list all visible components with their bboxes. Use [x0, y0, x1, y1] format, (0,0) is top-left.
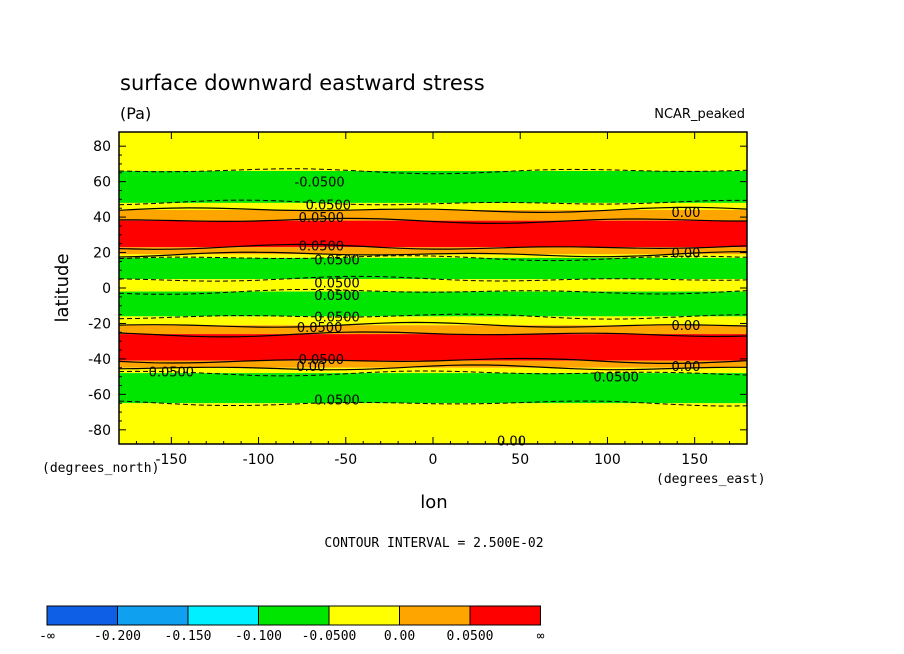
y-tick-label: -60 — [88, 387, 111, 403]
contour-band — [119, 334, 747, 361]
colorbar-swatch — [399, 605, 471, 626]
y-tick-label: 60 — [93, 175, 111, 191]
y-tick-label: -20 — [88, 316, 111, 332]
x-tick-label: 0 — [429, 452, 438, 468]
colorbar-swatch — [328, 605, 400, 626]
contour-line — [118, 331, 748, 338]
colorbar-label: 0.00 — [384, 629, 415, 644]
contour-band — [119, 210, 747, 221]
contour-line — [118, 288, 748, 295]
contour-line — [118, 364, 747, 371]
contour-label: 0.0500 — [314, 310, 360, 325]
colorbar-label: -0.0500 — [302, 629, 357, 644]
x-tick-label: 50 — [511, 452, 529, 468]
y-axis-ticks: -80 -60 -40 -20 0 20 40 60 80 — [88, 139, 747, 439]
contour-band — [119, 171, 747, 203]
contour-line — [118, 206, 748, 214]
contour-band — [119, 316, 747, 326]
x-tick-label: -50 — [334, 452, 357, 468]
contour-band — [119, 325, 747, 335]
contour-band — [119, 257, 747, 280]
contour-label: 0.0500 — [314, 277, 360, 292]
contour-line — [118, 255, 748, 262]
y-tick-label: 20 — [93, 246, 111, 262]
contour-label: 0.0500 — [314, 394, 360, 409]
contour-line — [118, 199, 747, 206]
contour-label: 0.00 — [296, 360, 325, 375]
colorbar-label: -0.200 — [94, 629, 141, 644]
x-tick-label: -100 — [243, 452, 275, 468]
colorbar-label: ∞ — [537, 629, 545, 644]
colorbar-swatch — [469, 605, 541, 626]
contour-line — [118, 313, 748, 320]
colorbar-label: -∞ — [39, 629, 55, 644]
contour-label: 0.0500 — [299, 239, 345, 254]
y-tick-label: -40 — [88, 352, 111, 368]
contour-line — [118, 321, 748, 328]
contour-line — [118, 400, 748, 407]
y-axis-label: latitude — [52, 253, 73, 322]
contour-label: 0.0500 — [314, 254, 360, 269]
contour-interval-text: CONTOUR INTERVAL = 2.500E-02 — [324, 536, 543, 551]
contour-line — [119, 217, 747, 225]
contour-label: 0.00 — [671, 206, 700, 221]
colorbar-label: 0.0500 — [447, 629, 494, 644]
colorbar-swatch — [258, 605, 330, 626]
contour-label: -0.0500 — [295, 176, 345, 191]
y-tick-label: 40 — [93, 210, 111, 226]
contour-band — [119, 279, 747, 292]
dataset-label: NCAR_peaked — [654, 107, 745, 122]
y-axis-units: (degrees_north) — [42, 461, 159, 476]
chart-units: (Pa) — [120, 104, 151, 123]
x-tick-label: -150 — [155, 452, 187, 468]
x-tick-label: 150 — [681, 452, 708, 468]
contour-label: 0.0500 — [299, 353, 345, 368]
contour-band — [119, 373, 747, 404]
contour-band — [119, 367, 747, 374]
contour-line — [118, 275, 748, 282]
contour-label: 0.0500 — [149, 365, 195, 380]
contour-line — [118, 168, 748, 175]
contour-label: 0.0500 — [306, 199, 352, 214]
contour-band — [119, 220, 747, 248]
contour-band — [119, 202, 747, 210]
contour-line — [118, 357, 748, 364]
x-axis-ticks: -150 -100 -50 0 50 100 150 — [135, 132, 731, 468]
contour-line — [118, 370, 748, 377]
contour-label: 0.0500 — [297, 321, 343, 336]
colorbar: -∞ -0.200 -0.150 -0.100 -0.0500 0.00 0.0500 ∞ — [39, 605, 545, 644]
contour-label: 0.00 — [671, 360, 700, 375]
y-tick-label: 0 — [102, 281, 111, 297]
colorbar-swatch — [46, 605, 118, 626]
colorbar-label: -0.100 — [235, 629, 282, 644]
x-tick-label: 100 — [594, 452, 621, 468]
contour-label: 0.00 — [671, 247, 700, 262]
contour-label: 0.00 — [671, 319, 700, 334]
colorbar-swatch — [187, 605, 259, 626]
contour-label: 0.0500 — [593, 371, 639, 386]
colorbar-swatch — [117, 605, 189, 626]
x-axis-label: lon — [420, 492, 447, 513]
y-tick-label: 80 — [93, 139, 111, 155]
contour-line — [118, 243, 748, 250]
contour-label: 0.0500 — [299, 211, 345, 226]
y-tick-label: -80 — [88, 423, 111, 439]
chart-title: surface downward eastward stress — [120, 71, 485, 95]
x-axis-units: (degrees_east) — [656, 472, 766, 487]
contour-band — [119, 247, 747, 255]
contour-band — [119, 360, 747, 368]
contour-label: 0.00 — [497, 434, 526, 449]
contour-lines — [118, 168, 748, 407]
filled-contour-bands — [119, 132, 747, 444]
contour-label: 0.0500 — [314, 289, 360, 304]
contour-band — [119, 291, 747, 317]
colorbar-label: -0.150 — [165, 629, 212, 644]
contour-line — [118, 251, 748, 258]
